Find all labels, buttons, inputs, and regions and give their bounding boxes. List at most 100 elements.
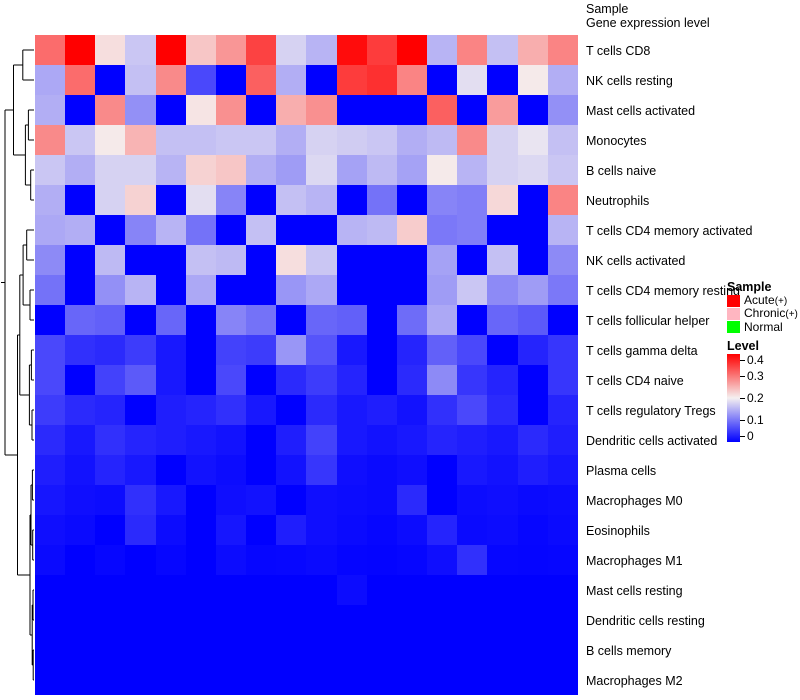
heatmap-cell bbox=[366, 365, 397, 395]
heatmap-cell bbox=[215, 35, 247, 65]
heatmap-cell bbox=[336, 635, 367, 665]
heatmap-cell bbox=[35, 605, 66, 635]
heatmap-cell bbox=[396, 635, 428, 665]
heatmap-cell bbox=[487, 215, 518, 245]
heatmap-cell bbox=[457, 305, 488, 335]
sample-legend-item[interactable]: Normal bbox=[727, 321, 800, 333]
heatmap-cell bbox=[125, 215, 156, 245]
heatmap-cell bbox=[487, 455, 518, 485]
level-tick-label: 0 bbox=[740, 430, 754, 442]
heatmap-cell bbox=[336, 125, 367, 155]
row-label: Monocytes bbox=[586, 134, 647, 148]
heatmap-cell bbox=[547, 35, 578, 65]
heatmap-cell bbox=[276, 485, 307, 515]
heatmap-cell bbox=[155, 185, 186, 215]
heatmap-cell bbox=[185, 35, 216, 65]
sample-legend-item[interactable]: Acute(+) bbox=[727, 294, 800, 307]
heatmap-cell bbox=[35, 155, 66, 185]
heatmap-cell bbox=[35, 335, 66, 365]
heatmap-cell bbox=[547, 215, 578, 245]
sample-legend-item[interactable]: Chronic(+) bbox=[727, 307, 800, 320]
heatmap-cell bbox=[396, 545, 428, 575]
heatmap-cell bbox=[246, 65, 277, 95]
heatmap-cell bbox=[396, 305, 428, 335]
heatmap-cell bbox=[65, 35, 96, 65]
heatmap-cell bbox=[125, 35, 156, 65]
heatmap-cell bbox=[457, 155, 488, 185]
heatmap-cell bbox=[215, 425, 247, 455]
heatmap-cell bbox=[65, 575, 96, 605]
heatmap-cell bbox=[35, 665, 66, 695]
heatmap-cell bbox=[276, 365, 307, 395]
heatmap-cell bbox=[366, 455, 397, 485]
heatmap-cell bbox=[185, 455, 216, 485]
heatmap-cell bbox=[35, 515, 66, 545]
heatmap-cell bbox=[65, 545, 96, 575]
heatmap-cell bbox=[396, 665, 428, 695]
heatmap-cell bbox=[396, 575, 428, 605]
heatmap-cell bbox=[95, 605, 126, 635]
heatmap-cell bbox=[125, 125, 156, 155]
heatmap-cell bbox=[396, 425, 428, 455]
heatmap-cell bbox=[185, 275, 216, 305]
heatmap-cell bbox=[95, 365, 126, 395]
heatmap-cell bbox=[396, 35, 428, 65]
heatmap-cell bbox=[246, 395, 277, 425]
heatmap-cell bbox=[215, 365, 247, 395]
heatmap-cell bbox=[396, 125, 428, 155]
heatmap-cell bbox=[487, 485, 518, 515]
heatmap-cell bbox=[306, 665, 337, 695]
heatmap-cell bbox=[547, 155, 578, 185]
heatmap-cell bbox=[517, 245, 548, 275]
heatmap-cell bbox=[35, 395, 66, 425]
heatmap-cell bbox=[427, 185, 458, 215]
heatmap-cell bbox=[185, 65, 216, 95]
heatmap-cell bbox=[95, 635, 126, 665]
heatmap-cell bbox=[35, 185, 66, 215]
heatmap-cell bbox=[185, 185, 216, 215]
heatmap-cell bbox=[35, 245, 66, 275]
heatmap-cell bbox=[215, 395, 247, 425]
heatmap-cell bbox=[185, 125, 216, 155]
heatmap-cell bbox=[427, 335, 458, 365]
heatmap-cell bbox=[457, 635, 488, 665]
heatmap-cell bbox=[457, 395, 488, 425]
heatmap-cell bbox=[276, 125, 307, 155]
heatmap-cell bbox=[276, 275, 307, 305]
heatmap-cell bbox=[547, 365, 578, 395]
heatmap-grid bbox=[35, 35, 578, 695]
row-label: Dendritic cells resting bbox=[586, 614, 705, 628]
row-label: T cells CD4 memory activated bbox=[586, 224, 753, 238]
heatmap-cell bbox=[185, 635, 216, 665]
heatmap-cell bbox=[517, 605, 548, 635]
heatmap-cell bbox=[336, 485, 367, 515]
heatmap-cell bbox=[246, 185, 277, 215]
heatmap-cell bbox=[276, 425, 307, 455]
heatmap-cell bbox=[547, 125, 578, 155]
heatmap-cell bbox=[65, 305, 96, 335]
heatmap-cell bbox=[547, 335, 578, 365]
row-label: T cells follicular helper bbox=[586, 314, 710, 328]
heatmap-cell bbox=[366, 305, 397, 335]
heatmap-cell bbox=[427, 245, 458, 275]
heatmap-cell bbox=[125, 395, 156, 425]
heatmap-cell bbox=[155, 635, 186, 665]
heatmap-cell bbox=[427, 215, 458, 245]
heatmap-cell bbox=[65, 365, 96, 395]
heatmap-cell bbox=[457, 515, 488, 545]
heatmap-cell bbox=[547, 515, 578, 545]
heatmap-cell bbox=[215, 275, 247, 305]
heatmap-cell bbox=[155, 245, 186, 275]
heatmap-cell bbox=[276, 185, 307, 215]
heatmap-cell bbox=[95, 125, 126, 155]
heatmap-cell bbox=[215, 95, 247, 125]
heatmap-cell bbox=[95, 185, 126, 215]
row-label: T cells gamma delta bbox=[586, 344, 698, 358]
heatmap-cell bbox=[547, 455, 578, 485]
heatmap-cell bbox=[65, 635, 96, 665]
heatmap-cell bbox=[517, 665, 548, 695]
heatmap-cell bbox=[185, 575, 216, 605]
heatmap-cell bbox=[155, 125, 186, 155]
row-label: T cells regulatory Tregs bbox=[586, 404, 716, 418]
heatmap-cell bbox=[517, 215, 548, 245]
